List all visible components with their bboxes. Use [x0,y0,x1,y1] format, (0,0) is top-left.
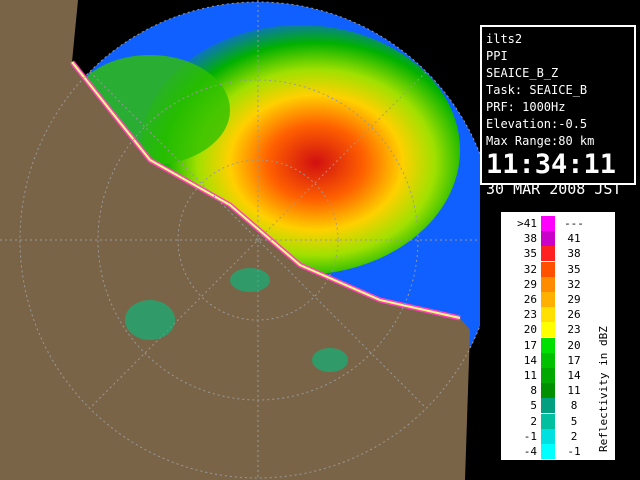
legend-swatch [541,276,555,292]
date: 30 MAR 2008 JST [486,180,622,198]
legend-high: 23 [567,323,581,337]
legend-swatch [541,231,555,247]
legend-high: 5 [570,414,578,428]
legend-swatch [541,368,555,383]
legend-low: -4 [523,445,537,458]
legend-high: 41 [567,232,581,246]
legend-low: 35 [523,247,537,261]
legend-swatch [541,398,555,414]
legend-low: 17 [523,338,537,352]
info-line: ilts2 [486,32,523,46]
legend-low: -1 [523,429,537,443]
legend-low: 2 [530,414,537,428]
legend: Reflectivity in dBZ >41 --- 38 41 35 38 32 35 29… [500,211,616,461]
legend-high: --- [564,217,584,230]
info-line: PPI [486,49,508,63]
legend-high: 17 [567,353,581,367]
legend-low: 23 [523,308,537,322]
legend-swatch [541,292,555,307]
legend-swatch [541,413,555,429]
info-line: Elevation:-0.5 [486,117,588,131]
info-panel: ilts2 PPI SEAICE_B_Z Task: SEAICE_B PRF: 100… [480,25,636,198]
legend-low: >41 [517,217,537,230]
legend-swatch [541,216,555,231]
legend-low: 20 [523,323,537,337]
legend-swatch [541,428,555,444]
legend-high: 8 [570,399,578,413]
legend-swatch [541,307,555,323]
legend-high: 32 [567,277,581,291]
legend-low: 32 [523,262,537,276]
info-line: Max Range:80 km [486,134,595,148]
time: 11:34:11 [486,149,617,180]
legend-swatch [541,261,555,277]
legend-low: 14 [523,353,537,367]
legend-swatch [541,337,555,353]
legend-high: 35 [567,262,581,276]
legend-high: 14 [567,369,581,382]
legend-high: 20 [567,338,581,352]
radar-map [0,0,480,480]
legend-low: 8 [530,384,537,398]
info-line: Task: SEAICE_B [486,83,588,97]
legend-swatch [541,383,555,399]
legend-high: 29 [567,293,581,306]
legend-low: 11 [523,369,537,382]
legend-high: 11 [567,384,581,398]
legend-swatch [541,444,555,459]
legend-swatch [541,246,555,262]
legend-low: 29 [523,277,537,291]
info-line: SEAICE_B_Z [486,66,559,80]
legend-low: 26 [523,293,537,306]
legend-title: Reflectivity in dBZ [597,326,610,452]
legend-high: 38 [567,247,581,261]
legend-low: 38 [523,232,537,246]
legend-low: 5 [530,399,537,413]
legend-high: 26 [567,308,581,322]
legend-high: 2 [570,429,578,443]
info-line: PRF: 1000Hz [486,100,566,114]
legend-swatch [541,352,555,368]
legend-high: -1 [567,445,581,458]
legend-swatch [541,322,555,338]
